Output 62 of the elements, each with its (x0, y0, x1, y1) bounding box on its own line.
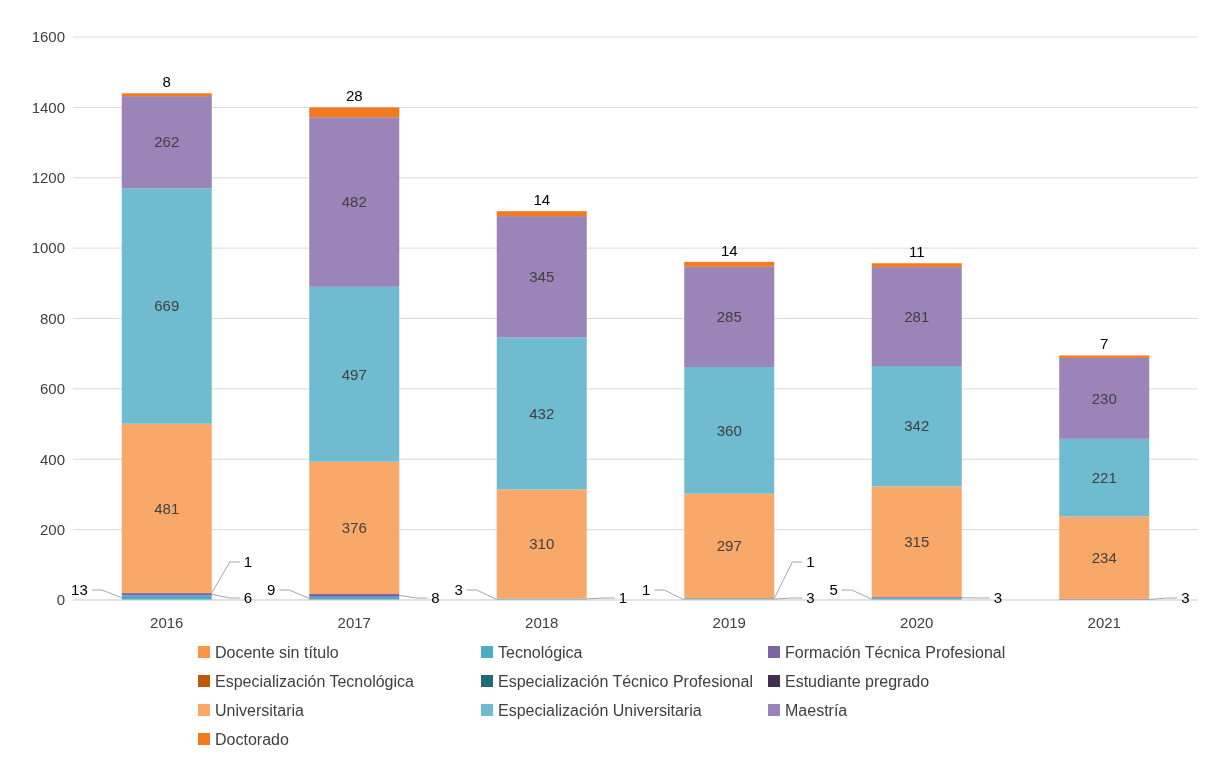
data-label: 230 (1091, 389, 1117, 407)
data-label: 262 (154, 133, 180, 151)
x-tick-label: 2020 (900, 614, 934, 631)
y-tick-label: 1000 (31, 239, 65, 257)
data-label: 14 (720, 241, 738, 259)
legend-label: Especialización Técnico Profesional (498, 672, 753, 690)
legend-label: Especialización Universitaria (498, 701, 702, 719)
x-tick-label: 2016 (150, 614, 184, 631)
x-tick-label: 2018 (525, 614, 559, 631)
legend-label: Especialización Tecnológica (215, 672, 415, 690)
data-label: 11 (908, 243, 925, 261)
data-label: 432 (529, 404, 555, 422)
y-tick-label: 1200 (31, 169, 65, 186)
data-label: 28 (345, 87, 363, 105)
data-label: 1 (618, 589, 628, 607)
data-label: 345 (529, 268, 555, 286)
data-label: 1 (243, 553, 253, 571)
data-label: 8 (431, 589, 440, 607)
legend-label: Maestría (785, 701, 848, 719)
data-label: 297 (716, 537, 742, 555)
data-label: 3 (1181, 589, 1190, 607)
data-label: 5 (829, 581, 838, 599)
legend-label: Estudiante pregrado (785, 672, 930, 690)
data-label: 3 (993, 589, 1003, 607)
data-label: 3 (454, 581, 463, 599)
y-tick-label: 1400 (31, 98, 65, 116)
data-label: 7 (1100, 335, 1109, 353)
data-label: 497 (341, 365, 367, 383)
data-label: 482 (341, 193, 367, 211)
data-label: 1 (806, 553, 815, 571)
data-label: 285 (716, 308, 742, 326)
y-tick-label: 1600 (31, 28, 65, 46)
data-label: 1 (641, 581, 651, 599)
data-label: 342 (904, 417, 930, 435)
data-label: 310 (529, 535, 555, 553)
legend-label: Tecnológica (498, 643, 583, 661)
data-label: 3 (806, 589, 815, 607)
y-tick-label: 400 (39, 450, 65, 468)
y-tick-label: 0 (56, 591, 65, 609)
data-label: 481 (154, 499, 180, 517)
data-label: 315 (904, 533, 930, 551)
data-label: 376 (341, 519, 367, 537)
data-label: 6 (243, 589, 253, 607)
data-label: 14 (533, 191, 551, 209)
legend-label: Doctorado (215, 730, 289, 748)
y-tick-label: 600 (39, 380, 65, 398)
data-label: 234 (1091, 549, 1117, 567)
data-label: 221 (1091, 468, 1117, 486)
x-tick-label: 2019 (712, 614, 746, 631)
legend-label: Docente sin título (215, 643, 339, 661)
x-tick-label: 2017 (337, 614, 371, 631)
legend-label: Universitaria (215, 701, 305, 719)
data-label: 8 (162, 73, 171, 91)
y-tick-label: 800 (39, 309, 65, 327)
data-label: 669 (154, 297, 180, 315)
x-tick-label: 2021 (1087, 614, 1121, 631)
y-tick-label: 200 (39, 520, 65, 538)
data-label: 13 (71, 581, 88, 599)
legend-label: Formación Técnica Profesional (785, 643, 1006, 661)
data-label: 281 (904, 307, 930, 325)
data-label: 360 (716, 421, 742, 439)
data-label: 9 (266, 581, 276, 599)
